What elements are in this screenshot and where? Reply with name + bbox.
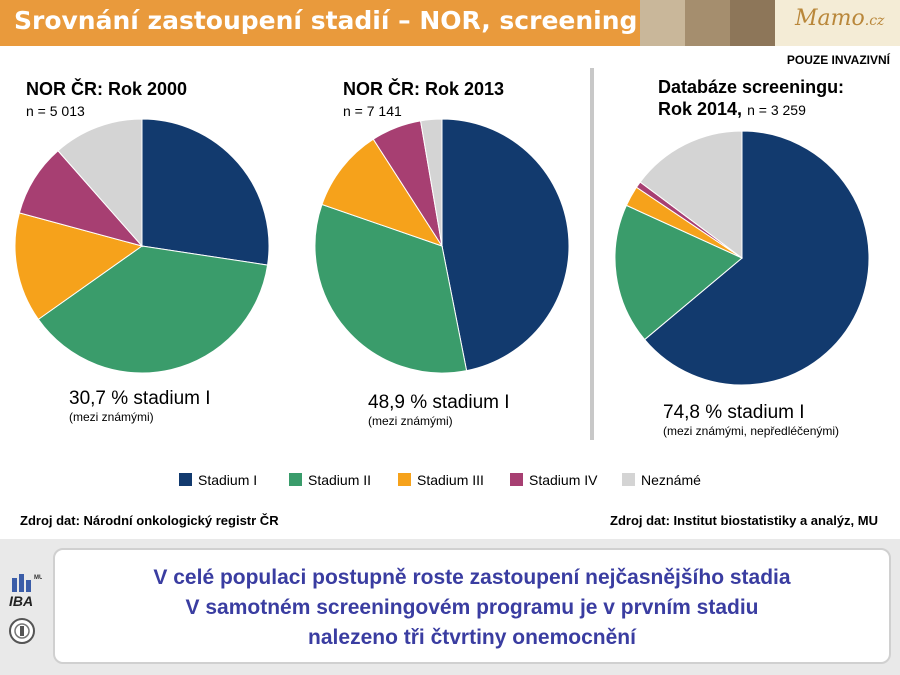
- slide-title: Srovnání zastoupení stadií – NOR, screen…: [14, 6, 638, 35]
- chart-3-title-line2: Rok 2014,: [658, 99, 743, 119]
- legend-label: Stadium III: [417, 472, 484, 488]
- invasive-only-badge: POUZE INVAZIVNÍ: [786, 53, 890, 67]
- legend-item-unknown: Neznámé: [622, 472, 701, 488]
- chart-3-n: n = 3 259: [747, 102, 806, 118]
- pie-2-slice-stage-2: [314, 203, 468, 374]
- logo-suffix: .cz: [864, 13, 885, 29]
- conclusion-line-2: V samotném screeningovém programu je v p…: [185, 596, 759, 619]
- source-left: Zdroj dat: Národní onkologický registr Č…: [20, 513, 279, 528]
- conclusion-line-3: nalezeno tři čtvrtiny onemocnění: [308, 626, 636, 649]
- pie-2-slice-unknown: [419, 118, 443, 247]
- header-bar: Srovnání zastoupení stadií – NOR, screen…: [0, 0, 900, 46]
- chart-1-annotation-block: 30,7 % stadium I (mezi známými): [69, 388, 211, 425]
- mamo-logo: Mamo.cz: [775, 0, 900, 46]
- chart-2-title-block: NOR ČR: Rok 2013 n = 7 141: [343, 78, 504, 122]
- legend-label: Neznámé: [641, 472, 701, 488]
- pie-3-slice-unknown: [639, 130, 743, 259]
- legend-item-stage-3: Stadium III: [398, 472, 484, 488]
- conclusion-line-1: V celé populaci postupně roste zastoupen…: [153, 566, 791, 589]
- pie-1-slice-stage-3: [14, 212, 144, 321]
- chart-1-n: n = 5 013: [26, 103, 85, 119]
- legend-swatch: [510, 473, 523, 486]
- legend-item-stage-4: Stadium IV: [510, 472, 597, 488]
- pie-1-slice-stage-2: [37, 245, 269, 374]
- chart-2-annotation-note: (mezi známými): [368, 414, 453, 428]
- pie-1-slice-unknown: [57, 118, 143, 248]
- source-right: Zdroj dat: Institut biostatistiky a anal…: [610, 513, 878, 528]
- legend-swatch: [622, 473, 635, 486]
- conclusion-box: V celé populaci postupně roste zastoupen…: [53, 548, 891, 664]
- legend-item-stage-2: Stadium II: [289, 472, 371, 488]
- chart-3-annotation: 74,8 % stadium I: [663, 402, 805, 423]
- legend-swatch: [398, 473, 411, 486]
- logo-main: Mamo: [795, 6, 865, 31]
- chart-3-annotation-block: 74,8 % stadium I (mezi známými, nepředlé…: [663, 402, 839, 439]
- chart-1-title: NOR ČR: Rok 2000: [26, 79, 188, 99]
- legend-item-stage-1: Stadium I: [179, 472, 257, 488]
- legend-swatch: [179, 473, 192, 486]
- chart-3-title-line1: Databáze screeningu:: [658, 77, 845, 97]
- pie-3-slice-stage-2: [614, 204, 743, 341]
- iba-bar: [12, 578, 17, 592]
- mu-seal-logo: [9, 618, 35, 644]
- pie-3-slice-stage-1: [643, 130, 870, 386]
- iba-mu-text: MU: [34, 575, 42, 581]
- chart-1-title-block: NOR ČR: Rok 2000 n = 5 013: [26, 78, 187, 122]
- iba-logo: MU IBA: [9, 574, 42, 609]
- legend-swatch: [289, 473, 302, 486]
- iba-text: IBA: [9, 593, 33, 609]
- chart-3-title-block: Databáze screeningu: Rok 2014, n = 3 259: [658, 76, 844, 121]
- pie-2-slice-stage-3: [321, 138, 444, 247]
- legend-label: Stadium IV: [529, 472, 598, 488]
- legend-label: Stadium I: [198, 472, 258, 488]
- header-deco-block: [685, 0, 730, 46]
- header-deco-block: [640, 0, 685, 46]
- chart-2-title: NOR ČR: Rok 2013: [343, 79, 505, 99]
- chart-3-annotation-note: (mezi známými, nepředléčenými): [663, 424, 840, 438]
- chart-1-annotation-note: (mezi známými): [69, 410, 154, 424]
- legend-label: Stadium II: [308, 472, 372, 488]
- pie-charts: [14, 118, 870, 386]
- iba-bar: [26, 580, 31, 592]
- chart-2-annotation: 48,9 % stadium I: [368, 392, 510, 413]
- header-deco-block: [730, 0, 775, 46]
- chart-divider: [590, 68, 594, 440]
- chart-1-annotation: 30,7 % stadium I: [69, 388, 211, 409]
- pie-2-slice-stage-1: [441, 118, 570, 372]
- iba-bar: [19, 574, 24, 592]
- pie-1-slice-stage-1: [141, 118, 270, 266]
- chart-2-annotation-block: 48,9 % stadium I (mezi známými): [368, 392, 510, 429]
- chart-2-n: n = 7 141: [343, 103, 402, 119]
